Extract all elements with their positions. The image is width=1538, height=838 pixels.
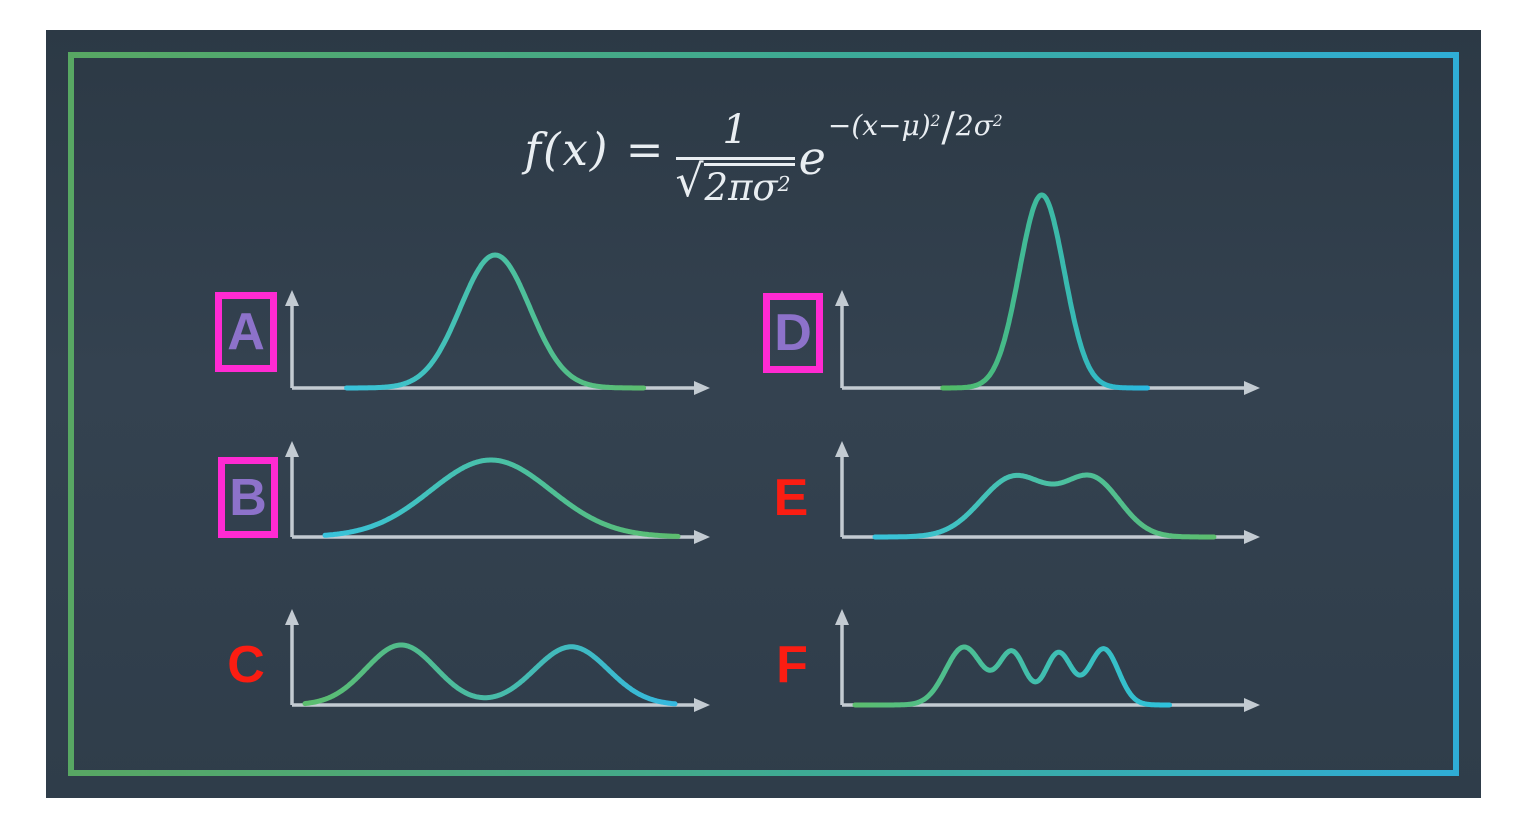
curve-A: [344, 252, 647, 391]
x-axis-arrowhead-icon: [694, 381, 710, 395]
x-axis-arrowhead-icon: [1244, 698, 1260, 712]
label-box-A: A: [215, 292, 277, 372]
radical-sign: √: [675, 156, 704, 207]
formula-lhs: f(x) =: [524, 123, 666, 177]
label-letter-E: E: [773, 469, 809, 527]
plot-D: [835, 192, 1260, 395]
radicand-base: 2πσ: [704, 166, 778, 209]
plot-B: [285, 441, 710, 544]
x-axis-arrowhead-icon: [694, 698, 710, 712]
plot-E: [835, 441, 1260, 544]
y-axis-arrowhead-icon: [285, 609, 299, 625]
y-axis-arrowhead-icon: [835, 609, 849, 625]
formula-exponent: −(x−μ)2/2σ2: [828, 105, 1003, 151]
gaussian-formula: f(x) = 1 √ 2πσ2 e −(x−μ)2/2σ2: [46, 100, 1481, 209]
label-F: F: [757, 635, 827, 695]
label-letter-F: F: [776, 636, 808, 694]
curve-B: [322, 457, 681, 539]
label-box-D: D: [763, 293, 823, 373]
y-axis-arrowhead-icon: [835, 290, 849, 306]
label-box-B: B: [218, 457, 278, 538]
fraction-numerator: 1: [722, 107, 748, 153]
plot-F: [835, 609, 1260, 712]
y-axis-arrowhead-icon: [285, 290, 299, 306]
x-axis-arrowhead-icon: [1244, 530, 1260, 544]
curve-E: [872, 472, 1217, 540]
radicand-power: 2: [777, 172, 791, 196]
x-axis-arrowhead-icon: [694, 530, 710, 544]
curve-D: [940, 192, 1150, 391]
exponent-power: 2: [930, 111, 941, 130]
curve-C: [302, 642, 678, 707]
radicand: 2πσ2: [703, 163, 795, 210]
y-axis-arrowhead-icon: [835, 441, 849, 457]
fraction-denominator: √ 2πσ2: [675, 156, 795, 210]
label-C: C: [211, 635, 281, 695]
exponent-slash: /: [941, 104, 955, 151]
label-letter-B: B: [229, 468, 267, 527]
exponent-denominator-power: 2: [992, 111, 1003, 130]
label-letter-A: A: [227, 303, 265, 361]
y-axis-arrowhead-icon: [285, 441, 299, 457]
label-letter-D: D: [774, 304, 812, 362]
label-E: E: [756, 468, 826, 528]
plot-C: [285, 609, 710, 712]
plot-A: [285, 252, 710, 395]
formula-fraction: 1 √ 2πσ2: [675, 107, 795, 210]
exponent-base: −(x−μ): [827, 108, 931, 142]
exponent-denominator: 2σ: [955, 108, 993, 142]
euler-e: e: [798, 130, 826, 185]
label-letter-C: C: [227, 636, 265, 694]
curve-F: [852, 644, 1172, 708]
x-axis-arrowhead-icon: [1244, 381, 1260, 395]
